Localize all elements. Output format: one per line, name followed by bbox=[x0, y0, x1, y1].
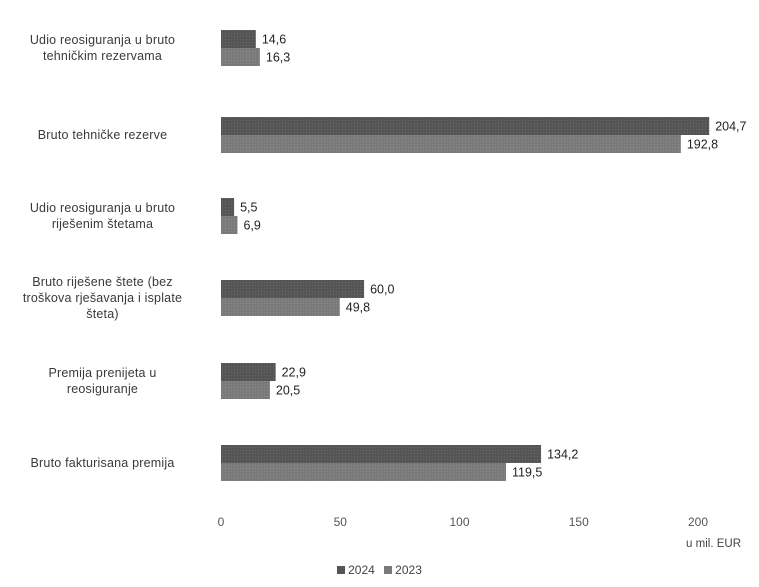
x-tick-label: 0 bbox=[218, 515, 225, 529]
legend-item-2023: 2023 bbox=[384, 563, 422, 577]
category-label-line: Bruto fakturisana premija bbox=[30, 456, 175, 470]
legend-swatch-2023 bbox=[384, 566, 393, 574]
data-label-2024: 22,9 bbox=[282, 366, 306, 380]
x-tick-label: 100 bbox=[449, 515, 469, 529]
data-label-2024: 60,0 bbox=[370, 283, 394, 297]
data-label-2023: 119,5 bbox=[512, 466, 542, 480]
category-label-line: tehničkim rezervama bbox=[42, 49, 163, 63]
unit-label: u mil. EUR bbox=[686, 538, 741, 550]
bar-2024 bbox=[221, 280, 365, 298]
bar-2024 bbox=[221, 117, 710, 135]
legend: 2024 2023 bbox=[0, 563, 759, 577]
data-label-2023: 16,3 bbox=[266, 51, 290, 65]
data-label-2023: 6,9 bbox=[243, 219, 260, 233]
bar-2023 bbox=[221, 463, 507, 481]
category-label-line: riješenim štetama bbox=[51, 217, 154, 231]
category-label: Bruto tehničke rezerve bbox=[0, 127, 205, 143]
category-label-line: Bruto tehničke rezerve bbox=[37, 128, 168, 142]
bar-2023 bbox=[221, 381, 270, 399]
bar-2023 bbox=[221, 298, 340, 316]
bar-2024 bbox=[221, 30, 256, 48]
category-label: Bruto fakturisana premija bbox=[0, 455, 205, 471]
category-label-line: Udio reosiguranja u bruto bbox=[29, 33, 176, 47]
category-label-line: šteta) bbox=[86, 307, 119, 321]
data-label-2024: 14,6 bbox=[262, 33, 286, 47]
category-label-line: troškova rješavanja i isplate bbox=[22, 291, 183, 305]
category-label-line: Bruto riješene štete (bez bbox=[32, 275, 173, 289]
legend-label-2023: 2023 bbox=[395, 563, 422, 577]
bar-2023 bbox=[221, 216, 238, 234]
category-label-line: Udio reosiguranja u bruto bbox=[29, 201, 176, 215]
x-tick-label: 200 bbox=[688, 515, 708, 529]
data-label-2023: 20,5 bbox=[276, 384, 300, 398]
category-label: Udio reosiguranja u bruto tehničkim rezer… bbox=[0, 32, 205, 64]
bar-2024 bbox=[221, 445, 542, 463]
data-label-2024: 204,7 bbox=[715, 120, 746, 134]
bar-2024 bbox=[221, 363, 276, 381]
bar-2024 bbox=[221, 198, 235, 216]
legend-swatch-2024 bbox=[337, 566, 346, 574]
x-tick-label: 50 bbox=[334, 515, 348, 529]
category-label-line: Premija prenijeta u bbox=[48, 366, 157, 380]
legend-item-2024: 2024 bbox=[337, 563, 375, 577]
bar-2023 bbox=[221, 135, 681, 153]
x-tick-label: 150 bbox=[569, 515, 589, 529]
data-label-2024: 5,5 bbox=[240, 201, 257, 215]
data-label-2023: 192,8 bbox=[687, 138, 718, 152]
data-label-2024: 134,2 bbox=[547, 448, 578, 462]
category-label-line: reosiguranje bbox=[66, 382, 139, 396]
category-label: Udio reosiguranja u bruto riješenim šteta… bbox=[0, 200, 205, 232]
category-label: Premija prenijeta u reosiguranje bbox=[0, 365, 205, 397]
bar-2023 bbox=[221, 48, 260, 66]
data-label-2023: 49,8 bbox=[346, 301, 370, 315]
category-label: Bruto riješene štete (bez troškova rješav… bbox=[0, 274, 205, 322]
legend-label-2024: 2024 bbox=[348, 563, 375, 577]
